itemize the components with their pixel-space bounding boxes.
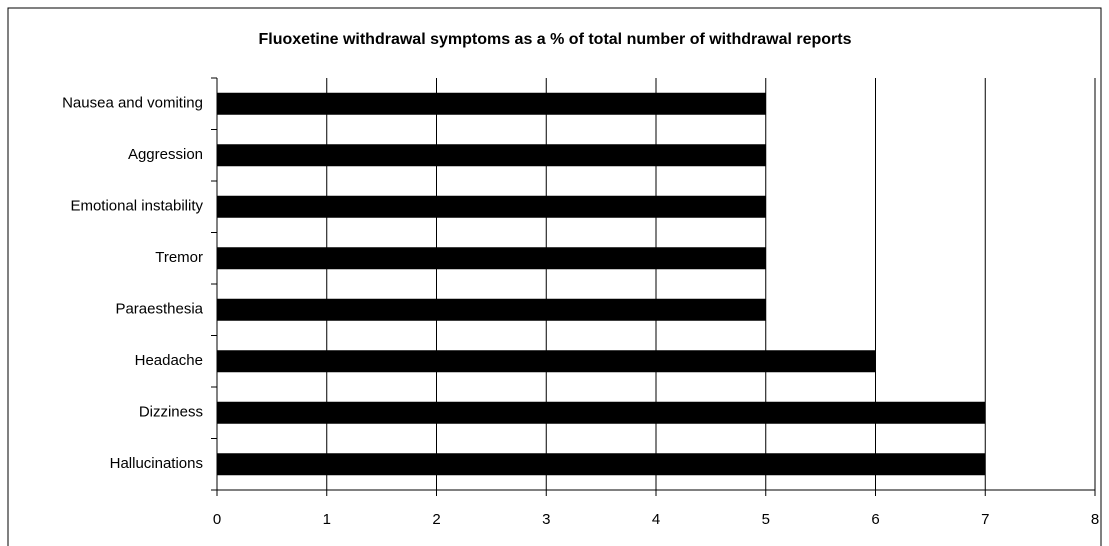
bar bbox=[217, 92, 766, 115]
y-tick-label: Aggression bbox=[128, 146, 203, 163]
y-tick-label: Tremor bbox=[155, 249, 203, 266]
chart-title: Fluoxetine withdrawal symptoms as a % of… bbox=[259, 31, 852, 48]
chart-border bbox=[7, 7, 1102, 546]
bar bbox=[217, 144, 766, 167]
x-tick-label: 6 bbox=[871, 511, 879, 528]
x-tick-label: 4 bbox=[652, 511, 660, 528]
x-tick-label: 5 bbox=[762, 511, 770, 528]
y-tick-label: Nausea and vomiting bbox=[62, 95, 203, 112]
bar bbox=[217, 195, 766, 218]
x-tick-label: 7 bbox=[981, 511, 989, 528]
bar bbox=[217, 401, 986, 424]
bar bbox=[217, 298, 766, 321]
x-tick-label: 8 bbox=[1091, 511, 1099, 528]
x-tick-label: 1 bbox=[323, 511, 331, 528]
y-tick-label: Dizziness bbox=[139, 404, 203, 421]
bar bbox=[217, 453, 986, 476]
y-tick-label: Hallucinations bbox=[110, 455, 203, 472]
bar bbox=[217, 247, 766, 270]
y-tick-label: Headache bbox=[135, 352, 203, 369]
y-tick-label: Emotional instability bbox=[70, 198, 203, 215]
y-tick-label: Paraesthesia bbox=[115, 301, 203, 318]
x-tick-label: 3 bbox=[542, 511, 550, 528]
bar bbox=[217, 350, 876, 373]
x-tick-label: 0 bbox=[213, 511, 221, 528]
x-tick-label: 2 bbox=[432, 511, 440, 528]
